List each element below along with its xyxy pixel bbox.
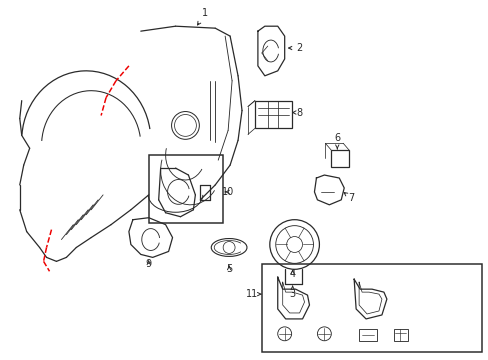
Text: 3: 3 bbox=[289, 286, 295, 299]
Bar bbox=[262, 264, 481, 352]
Bar bbox=[331, 150, 348, 167]
Text: 7: 7 bbox=[344, 193, 354, 203]
Text: 2: 2 bbox=[288, 43, 302, 53]
Text: 4: 4 bbox=[289, 269, 295, 279]
Bar bbox=[358, 329, 376, 341]
Bar bbox=[148, 155, 223, 223]
Text: 11: 11 bbox=[245, 289, 261, 299]
Text: 6: 6 bbox=[333, 133, 340, 149]
Text: 8: 8 bbox=[292, 108, 302, 117]
Text: 5: 5 bbox=[225, 264, 232, 274]
Text: 1: 1 bbox=[197, 8, 208, 25]
Bar bbox=[254, 100, 291, 129]
Bar bbox=[393, 329, 407, 341]
Text: 9: 9 bbox=[145, 259, 151, 269]
Text: 10: 10 bbox=[222, 187, 234, 197]
